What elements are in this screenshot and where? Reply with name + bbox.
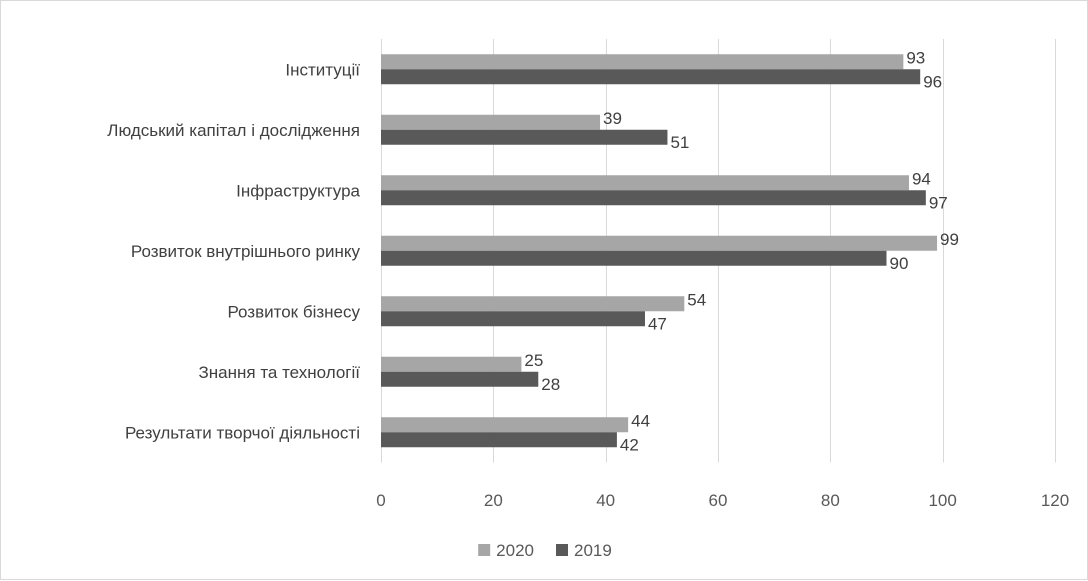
- data-label-2020: 94: [912, 169, 931, 188]
- category-label: Інфраструктура: [236, 181, 360, 200]
- data-label-2019: 90: [890, 254, 909, 273]
- category-label: Результати творчої діяльності: [125, 423, 360, 442]
- legend-label-2020: 2020: [496, 541, 534, 560]
- data-label-2020: 99: [940, 230, 959, 249]
- bar-2020: [381, 417, 629, 433]
- data-label-2020: 44: [631, 411, 650, 430]
- x-tick-label: 20: [484, 491, 503, 510]
- data-label-2020: 25: [524, 351, 543, 370]
- legend-label-2019: 2019: [574, 541, 612, 560]
- legend-swatch-2019: [556, 544, 568, 556]
- bar-2020: [381, 296, 685, 312]
- bar-2019: [381, 250, 887, 266]
- bar-2020: [381, 175, 909, 191]
- bar-2019: [381, 69, 921, 85]
- data-label-2019: 96: [923, 72, 942, 91]
- category-label: Інституції: [285, 60, 360, 79]
- data-label-2019: 42: [620, 435, 639, 454]
- x-tick-label: 60: [709, 491, 728, 510]
- x-tick-label: 0: [376, 491, 385, 510]
- bar-2019: [381, 311, 645, 327]
- bar-2019: [381, 432, 617, 448]
- data-label-2019: 97: [929, 193, 948, 212]
- data-label-2019: 51: [670, 133, 689, 152]
- data-label-2020: 54: [687, 290, 706, 309]
- data-label-2020: 39: [603, 109, 622, 128]
- bar-2019: [381, 190, 926, 206]
- bar-2020: [381, 54, 904, 70]
- data-label-2019: 47: [648, 314, 667, 333]
- data-label-2020: 93: [906, 48, 925, 67]
- x-tick-label: 80: [821, 491, 840, 510]
- x-tick-label: 40: [596, 491, 615, 510]
- legend-swatch-2020: [478, 544, 491, 556]
- category-label: Розвиток бізнесу: [227, 302, 360, 321]
- category-label: Розвиток внутрішнього ринку: [131, 242, 361, 261]
- category-label: Людський капітал і дослідження: [107, 121, 360, 140]
- bar-2019: [381, 371, 539, 387]
- bar-2020: [381, 114, 601, 130]
- bar-2019: [381, 129, 668, 145]
- data-label-2019: 28: [541, 375, 560, 394]
- category-label: Знання та технології: [199, 363, 361, 382]
- x-tick-label: 100: [928, 491, 956, 510]
- bar-2020: [381, 356, 522, 372]
- x-tick-label: 120: [1041, 491, 1069, 510]
- bar-2020: [381, 235, 938, 251]
